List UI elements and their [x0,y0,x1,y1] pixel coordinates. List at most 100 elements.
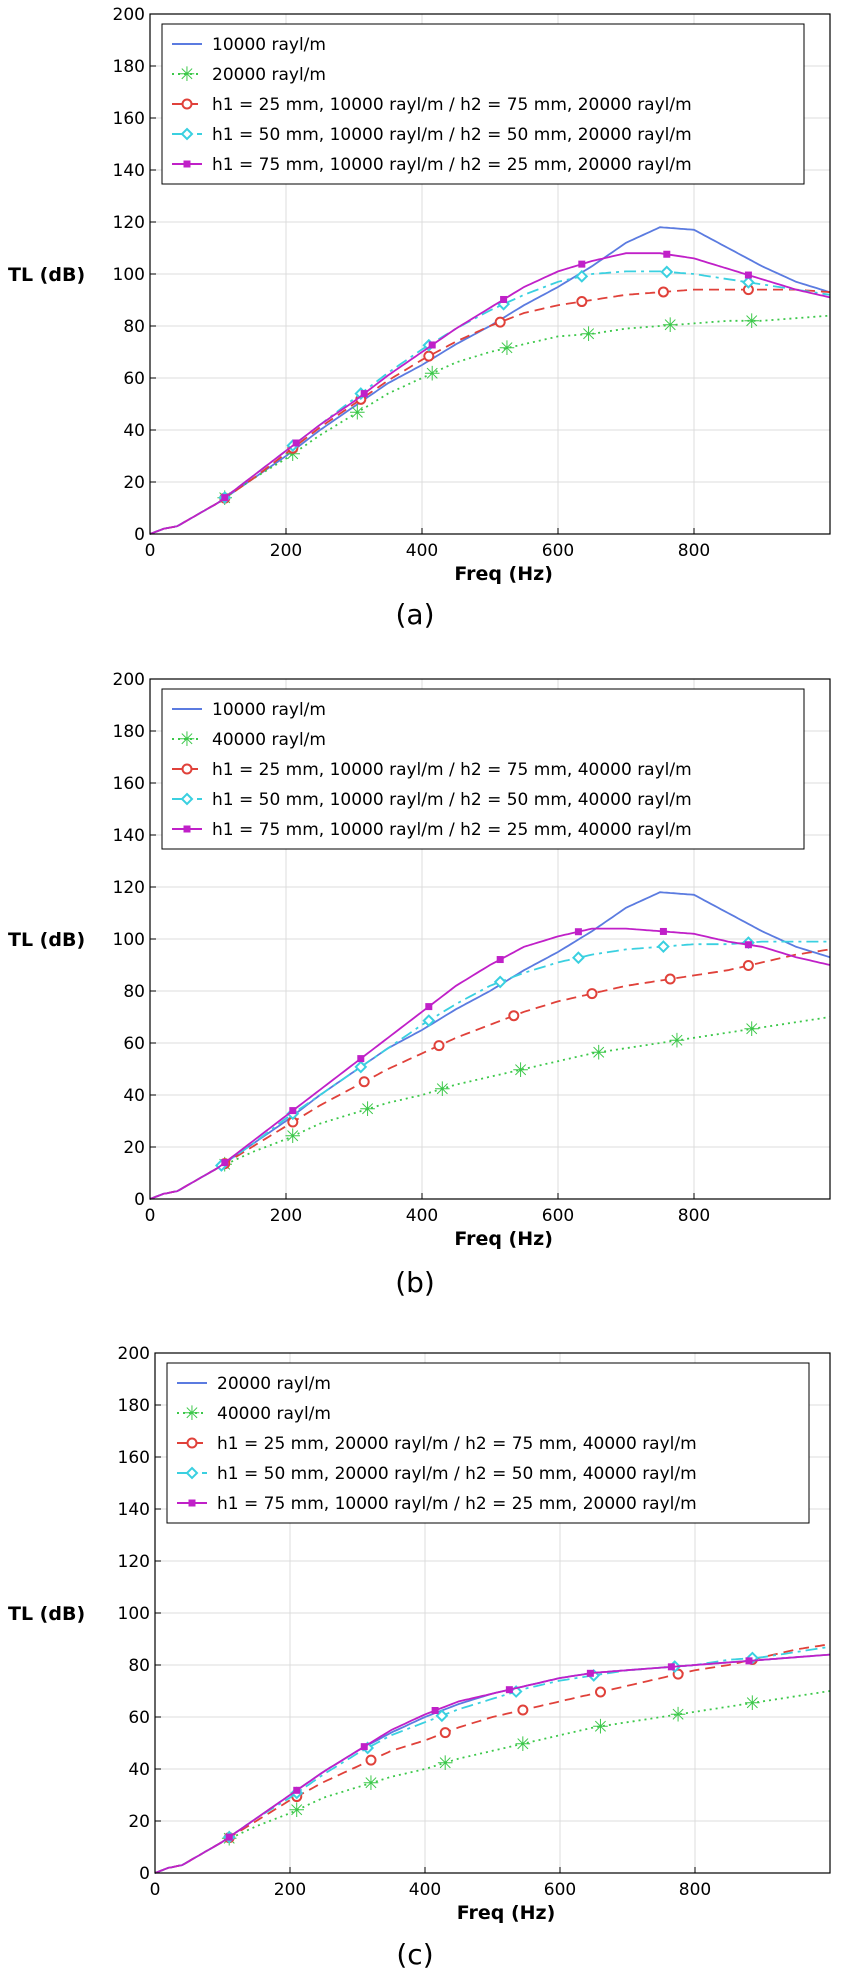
chart-2-series-1-marker-5: ✳ [592,1714,609,1738]
chart-2-ytick-label-1: 20 [128,1812,150,1832]
chart-1-series-2-marker-5 [586,988,598,1000]
chart-0-series-2-marker-4 [494,316,506,328]
chart-1-series-3-marker-6 [656,940,670,953]
chart-0-series-2-line [149,288,831,535]
chart-0-series-4-line [149,252,831,535]
chart-0-series-4-marker-legend [183,160,191,168]
chart-1-series-2-marker-4 [508,1010,520,1022]
chart-1-series-4-marker-7 [744,941,752,949]
chart-2-ytick-label-8: 160 [118,1448,150,1468]
chart-0-ytick-label-3: 60 [123,369,145,389]
chart-0-ylabel: TL (dB) [8,264,85,286]
chart-1-ytick-label-6: 120 [113,878,145,898]
chart-1-series-2-marker-7 [742,960,754,972]
chart-2-xlabel: Freq (Hz) [457,1902,556,1924]
chart-0-series-3-marker-6 [660,265,674,279]
chart-0-legend [161,23,805,185]
chart-2-series-3-marker-3 [435,1709,449,1723]
chart-0-series-3-marker-7 [741,275,755,289]
chart-1-series-2-marker-6 [664,973,676,985]
chart-0-legend-label-1: 20000 rayl/m [212,65,326,85]
chart-1-series-3-marker-5 [571,951,585,965]
chart-1-ytick-label-9: 180 [113,722,145,742]
chart-1-series-4-marker-3 [425,1003,433,1011]
chart-2: ✳ ✳ ✳ ✳ ✳ ✳ ✳ ✳ 0 20 40 60 80 100 120 140 160 180 200 0 200 4… [8,1344,831,1971]
chart-1-series-1-marker-7: ✳ [743,1017,760,1041]
chart-2-series-1-marker-2: ✳ [363,1771,380,1795]
chart-0-ytick-label-10: 200 [113,5,145,25]
chart-2-series-4-marker-5 [586,1669,594,1677]
chart-0-ytick-label-2: 40 [123,421,145,441]
chart-1-series-4-marker-0 [221,1159,229,1167]
chart-0-xtick-label-1: 200 [270,541,302,561]
chart-1-series-3-line [149,940,830,1200]
chart-1-ytick-label-1: 20 [123,1138,145,1158]
chart-2-series-4-marker-legend [188,1499,196,1507]
chart-1-series-4-marker-1 [289,1107,297,1115]
chart-0-series-1-marker-2: ✳ [349,400,366,424]
chart-1-xtick-label-2: 400 [406,1206,438,1226]
chart-1-ytick-label-5: 100 [113,930,145,950]
chart-2-series-1-line [154,1690,831,1874]
chart-1-xtick-label-4: 800 [678,1206,710,1226]
chart-1-series-3-marker-4 [493,975,507,989]
chart-1-series-1-marker-4: ✳ [512,1058,529,1082]
chart-2-ytick-label-0: 0 [139,1864,150,1884]
chart-0-series-4-marker-1 [292,439,300,447]
chart-1-ytick-label-8: 160 [113,774,145,794]
chart-0-series-4-marker-5 [578,260,586,268]
chart-2-series-2-marker-5 [595,1686,606,1698]
chart-2-series-1-marker-3: ✳ [437,1751,454,1775]
chart-2-ytick-label-3: 60 [128,1708,150,1728]
chart-0-series-4-marker-7 [744,271,752,279]
chart-1-series-3-marker-legend [180,792,194,806]
chart-1-series-4-line [149,927,831,1200]
chart-0-series-2-marker-legend [181,98,193,110]
chart-2-xtick-label-2: 400 [409,1880,441,1900]
chart-2-ytick-label-4: 80 [128,1656,150,1676]
chart-1-series-4-marker-5 [574,928,582,936]
chart-1-series-3-marker-2 [354,1060,368,1074]
chart-2-xtick-label-1: 200 [274,1880,306,1900]
chart-2-legend-label-4: h1 = 75 mm, 10000 rayl/m / h2 = 25 mm, 2… [217,1494,697,1514]
chart-0-series-3-marker-legend [180,127,194,141]
chart-0: ✳✳✳✳✳✳✳✳02040608010012014016018020002004… [8,5,831,631]
chart-0-xtick-label-3: 600 [542,541,574,561]
chart-0-series-4-marker-2 [360,390,368,398]
chart-1-legend-label-2: h1 = 25 mm, 10000 rayl/m / h2 = 75 mm, 4… [212,760,692,780]
chart-2-series-4-marker-6 [667,1663,675,1671]
chart-1-series-1-marker-5: ✳ [590,1040,607,1064]
chart-0-xtick-label-4: 800 [678,541,710,561]
chart-1-series-4-marker-legend [183,825,191,833]
chart-0-series-2-marker-6 [657,286,669,298]
chart-1-series-4-marker-6 [659,927,667,935]
chart-1-legend [161,688,805,850]
chart-1-ytick-label-0: 0 [134,1190,145,1210]
chart-2-series-4-line [154,1653,831,1874]
chart-0-series-1-marker-3: ✳ [424,361,441,385]
chart-1-legend-label-4: h1 = 75 mm, 10000 rayl/m / h2 = 25 mm, 4… [212,820,692,840]
chart-1-series-2-marker-2 [358,1076,370,1088]
chart-1-series-3-marker-3 [422,1014,436,1028]
chart-0-ytick-label-1: 20 [123,473,145,493]
chart-1-legend-label-1: 40000 rayl/m [212,730,326,750]
chart-0-series-2-marker-5 [576,296,588,308]
chart-2-series-2-line [154,1643,831,1874]
chart-1: ✳ ✳ ✳ ✳ ✳ ✳ ✳ ✳ 0 20 40 60 80 100 120 140 160 180 200 0 200 4… [8,670,831,1299]
chart-1-series-2-marker-3 [433,1040,445,1052]
chart-2-series-1-marker-1: ✳ [288,1798,305,1822]
chart-1-series-1-marker-6: ✳ [669,1028,686,1052]
chart-1-series-4-marker-4 [496,956,504,964]
chart-2-series-4-marker-0 [225,1833,233,1841]
chart-2-series-1-marker-6: ✳ [670,1702,687,1726]
chart-2-series-2-marker-legend [186,1437,198,1449]
chart-2-legend-label-2: h1 = 25 mm, 20000 rayl/m / h2 = 75 mm, 4… [217,1434,697,1454]
chart-2-series-2-marker-3 [439,1727,451,1739]
chart-1-caption: (b) [395,1266,435,1299]
chart-2-ytick-label-2: 40 [128,1760,150,1780]
chart-0-ytick-label-7: 140 [113,161,145,181]
chart-2-caption: (c) [396,1938,433,1971]
chart-1-series-4-marker-2 [357,1055,365,1063]
chart-2-series-1-marker-legend: ✳ [184,1401,201,1425]
chart-0-ytick-label-4: 80 [123,317,145,337]
